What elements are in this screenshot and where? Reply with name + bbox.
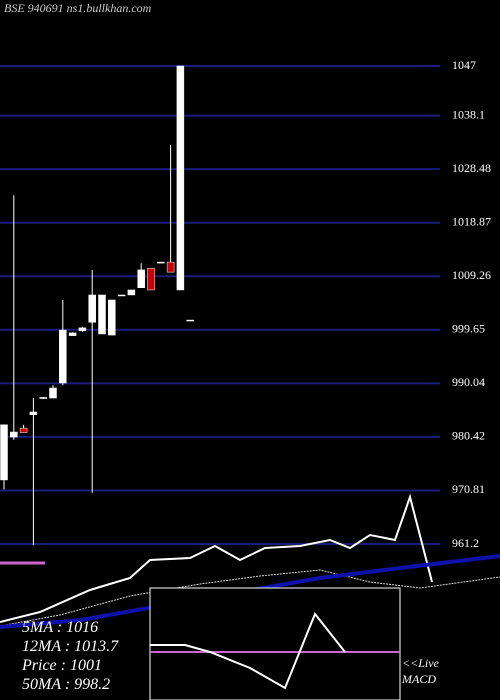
y-tick-label: 1018.87 — [452, 214, 491, 228]
stat-label: 12MA : 1013.7 — [22, 638, 119, 655]
candle-body — [78, 327, 87, 331]
candle-body — [186, 319, 194, 322]
candle-body — [29, 411, 38, 416]
macd-label: MACD — [401, 672, 436, 686]
candle-body — [166, 261, 175, 273]
stats: 5MA : 1016 12MA : 1013.7 Price : 1001 50MA … — [21, 619, 119, 693]
candle-body — [117, 294, 126, 297]
y-tick-label: 961.2 — [452, 536, 479, 550]
y-tick-label: 1038.1 — [452, 107, 485, 121]
candle-body — [127, 289, 136, 296]
chart-title: BSE 940691 ns1.bullkhan.com — [4, 1, 152, 15]
candle-body — [10, 431, 18, 438]
y-tick-label: 1028.48 — [452, 161, 491, 175]
y-tick-label: 1047 — [452, 58, 476, 72]
stat-label: Price : 1001 — [21, 657, 102, 674]
candle-body — [39, 397, 47, 399]
y-tick-label: 970.81 — [452, 482, 485, 496]
stat-label: 50MA : 998.2 — [22, 676, 110, 693]
live-label: <<Live — [402, 656, 440, 670]
candle-body — [59, 329, 67, 384]
candle-body — [147, 267, 155, 291]
macd-line — [150, 612, 346, 690]
stat-label: 5MA : 1016 — [22, 619, 98, 636]
candle-body — [98, 294, 106, 335]
candle-body — [68, 332, 77, 336]
y-tick-label: 1009.26 — [452, 268, 491, 282]
plot: 1047 1038.1 1028.48 1018.87 1009.26 999.65 990… — [0, 58, 491, 550]
candle-body — [137, 269, 145, 288]
ma-line — [0, 569, 500, 627]
candle-body — [176, 65, 185, 291]
candle-body — [108, 299, 116, 336]
y-tick-label: 980.42 — [452, 429, 485, 443]
candle-body — [157, 261, 165, 264]
price-line — [0, 493, 433, 623]
candle-body — [19, 427, 28, 433]
candle-body — [88, 294, 96, 323]
indicator-lines — [0, 493, 500, 700]
candle-body — [49, 387, 57, 399]
y-tick-label: 999.65 — [452, 322, 485, 336]
y-tick-label: 990.04 — [452, 375, 485, 389]
candle-body — [0, 424, 8, 481]
